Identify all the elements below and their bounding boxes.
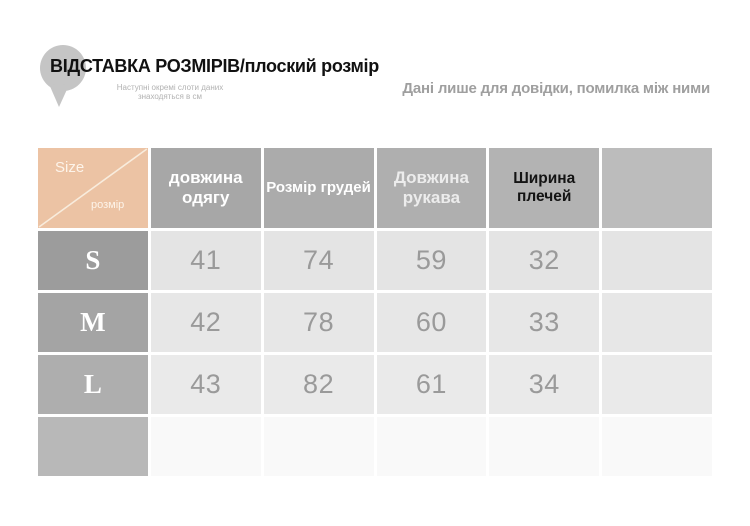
reference-note: Дані лише для довідки, помилка між ними [402,80,710,97]
corner-size-label: Size [55,159,85,176]
table-cell: 61 [376,355,487,414]
table-cell: 78 [263,293,374,352]
table-cell: 43 [150,355,261,414]
size-label-s: S [38,231,148,290]
column-header-chest-size: Розмір грудей [263,148,374,228]
column-header-sleeve-length: Довжина рукава [376,148,487,228]
page-subtitle-line1: Наступні окремі слоти даних [116,83,224,92]
page-subtitle: Наступні окремі слоти даних знаходяться … [85,83,255,101]
table-cell-empty [489,417,600,476]
table-cell-empty [602,355,712,414]
table-cell-empty [602,417,712,476]
size-table: Size розмір довжина одягу Розмір грудей … [38,148,712,476]
diagonal-line [38,148,148,228]
column-header-garment-length: довжина одягу [150,148,261,228]
column-header-empty [602,148,712,228]
table-cell-empty [263,417,374,476]
table-cell: 74 [263,231,374,290]
size-label-m: M [38,293,148,352]
speech-balloon-icon [40,45,86,107]
size-label-l: L [38,355,148,414]
table-cell: 42 [150,293,261,352]
table-cell: 82 [263,355,374,414]
table-cell-empty [602,293,712,352]
corner-rozmir-label: розмір [91,199,125,211]
size-label-empty [38,417,148,476]
table-cell-empty [376,417,487,476]
corner-cell: Size розмір [38,148,148,228]
table-cell: 60 [376,293,487,352]
table-cell-empty [150,417,261,476]
page-subtitle-line2: знаходяться в см [137,92,203,101]
table-cell: 59 [376,231,487,290]
table-cell: 41 [150,231,261,290]
column-header-shoulder-width: Ширина плечей [489,148,600,228]
table-cell: 32 [489,231,600,290]
page-title: ВІДСТАВКА РОЗМІРІВ/плоский розмір [50,56,379,76]
table-cell-empty [602,231,712,290]
table-cell: 33 [489,293,600,352]
table-cell: 34 [489,355,600,414]
